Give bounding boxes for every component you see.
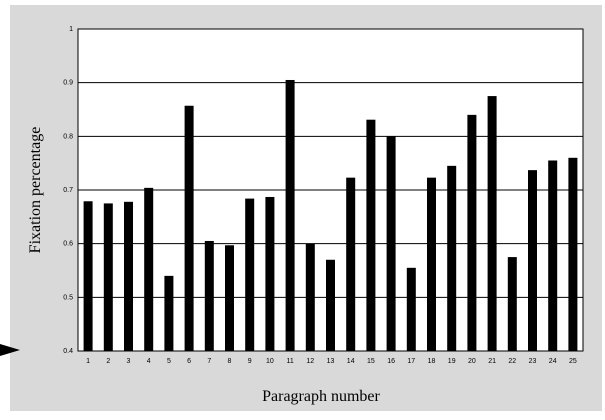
bar-19 — [447, 165, 457, 351]
x-tick-label: 15 — [367, 358, 375, 365]
bar-18 — [427, 177, 436, 351]
bar-12 — [305, 243, 315, 351]
bar-3 — [124, 201, 133, 351]
y-tick-label: 0.5 — [63, 294, 73, 301]
bar-13 — [326, 259, 335, 351]
bar-15 — [366, 119, 376, 352]
bar-5 — [164, 275, 174, 351]
x-tick-label: 12 — [306, 358, 314, 365]
y-tick-label: 0.8 — [63, 133, 73, 140]
y-tick-label: 0.4 — [63, 348, 73, 355]
x-tick-label: 6 — [187, 358, 191, 365]
bar-14 — [346, 177, 356, 351]
bar-24 — [548, 160, 558, 351]
x-tick-label: 4 — [147, 358, 151, 365]
bar-17 — [406, 267, 416, 351]
x-tick-label: 9 — [248, 358, 252, 365]
bar-10 — [265, 196, 275, 351]
x-tick-label: 8 — [228, 358, 232, 365]
x-tick-label: 21 — [488, 358, 496, 365]
x-tick-label: 1 — [86, 358, 90, 365]
x-tick-label: 24 — [549, 358, 557, 365]
x-tick-label: 23 — [529, 358, 537, 365]
bar-4 — [144, 187, 154, 351]
y-axis-title: Fixation percentage — [27, 127, 44, 254]
bar-25 — [568, 157, 578, 351]
x-tick-label: 5 — [167, 358, 171, 365]
pointer-arrow-icon — [0, 344, 20, 356]
x-tick-label: 20 — [468, 358, 476, 365]
y-tick-label: 1 — [69, 26, 73, 33]
bar-22 — [507, 257, 517, 351]
y-tick-labels: 0.4 0.5 0.6 0.7 0.8 0.9 1 — [63, 26, 73, 355]
bar-6 — [184, 105, 194, 351]
x-tick-label: 11 — [286, 358, 293, 365]
x-tick-labels: 1 2 3 4 5 6 7 8 9 10 11 12 13 14 15 16 17 18 19 20 21 22 23 24 2… — [86, 358, 577, 365]
bars — [83, 79, 578, 352]
x-tick-label: 25 — [569, 358, 577, 365]
y-tick-label: 0.7 — [63, 187, 73, 194]
x-tick-label: 10 — [266, 358, 274, 365]
x-tick-label: 16 — [387, 358, 395, 365]
bar-16 — [386, 136, 396, 351]
bar-9 — [245, 198, 255, 351]
bar-23 — [528, 170, 537, 351]
bar-8 — [225, 245, 234, 351]
gridlines — [78, 82, 583, 298]
bar-20 — [467, 114, 477, 351]
x-tick-label: 2 — [106, 358, 110, 365]
x-axis-title: Paragraph number — [262, 388, 380, 405]
x-tick-label: 3 — [127, 358, 131, 365]
bar-1 — [83, 201, 93, 351]
bar-21 — [487, 96, 497, 351]
x-tick-label: 18 — [428, 358, 436, 365]
x-tick-label: 19 — [448, 358, 456, 365]
x-tick-label: 14 — [347, 358, 355, 365]
bar-7 — [204, 240, 214, 351]
bar-11 — [285, 79, 295, 351]
x-tick-label: 17 — [407, 358, 415, 365]
x-tick-label: 7 — [207, 358, 211, 365]
bar-2 — [103, 203, 113, 351]
x-tick-label: 22 — [508, 358, 516, 365]
x-tick-label: 13 — [327, 358, 335, 365]
y-tick-label: 0.6 — [63, 241, 73, 248]
y-tick-label: 0.9 — [63, 80, 73, 87]
